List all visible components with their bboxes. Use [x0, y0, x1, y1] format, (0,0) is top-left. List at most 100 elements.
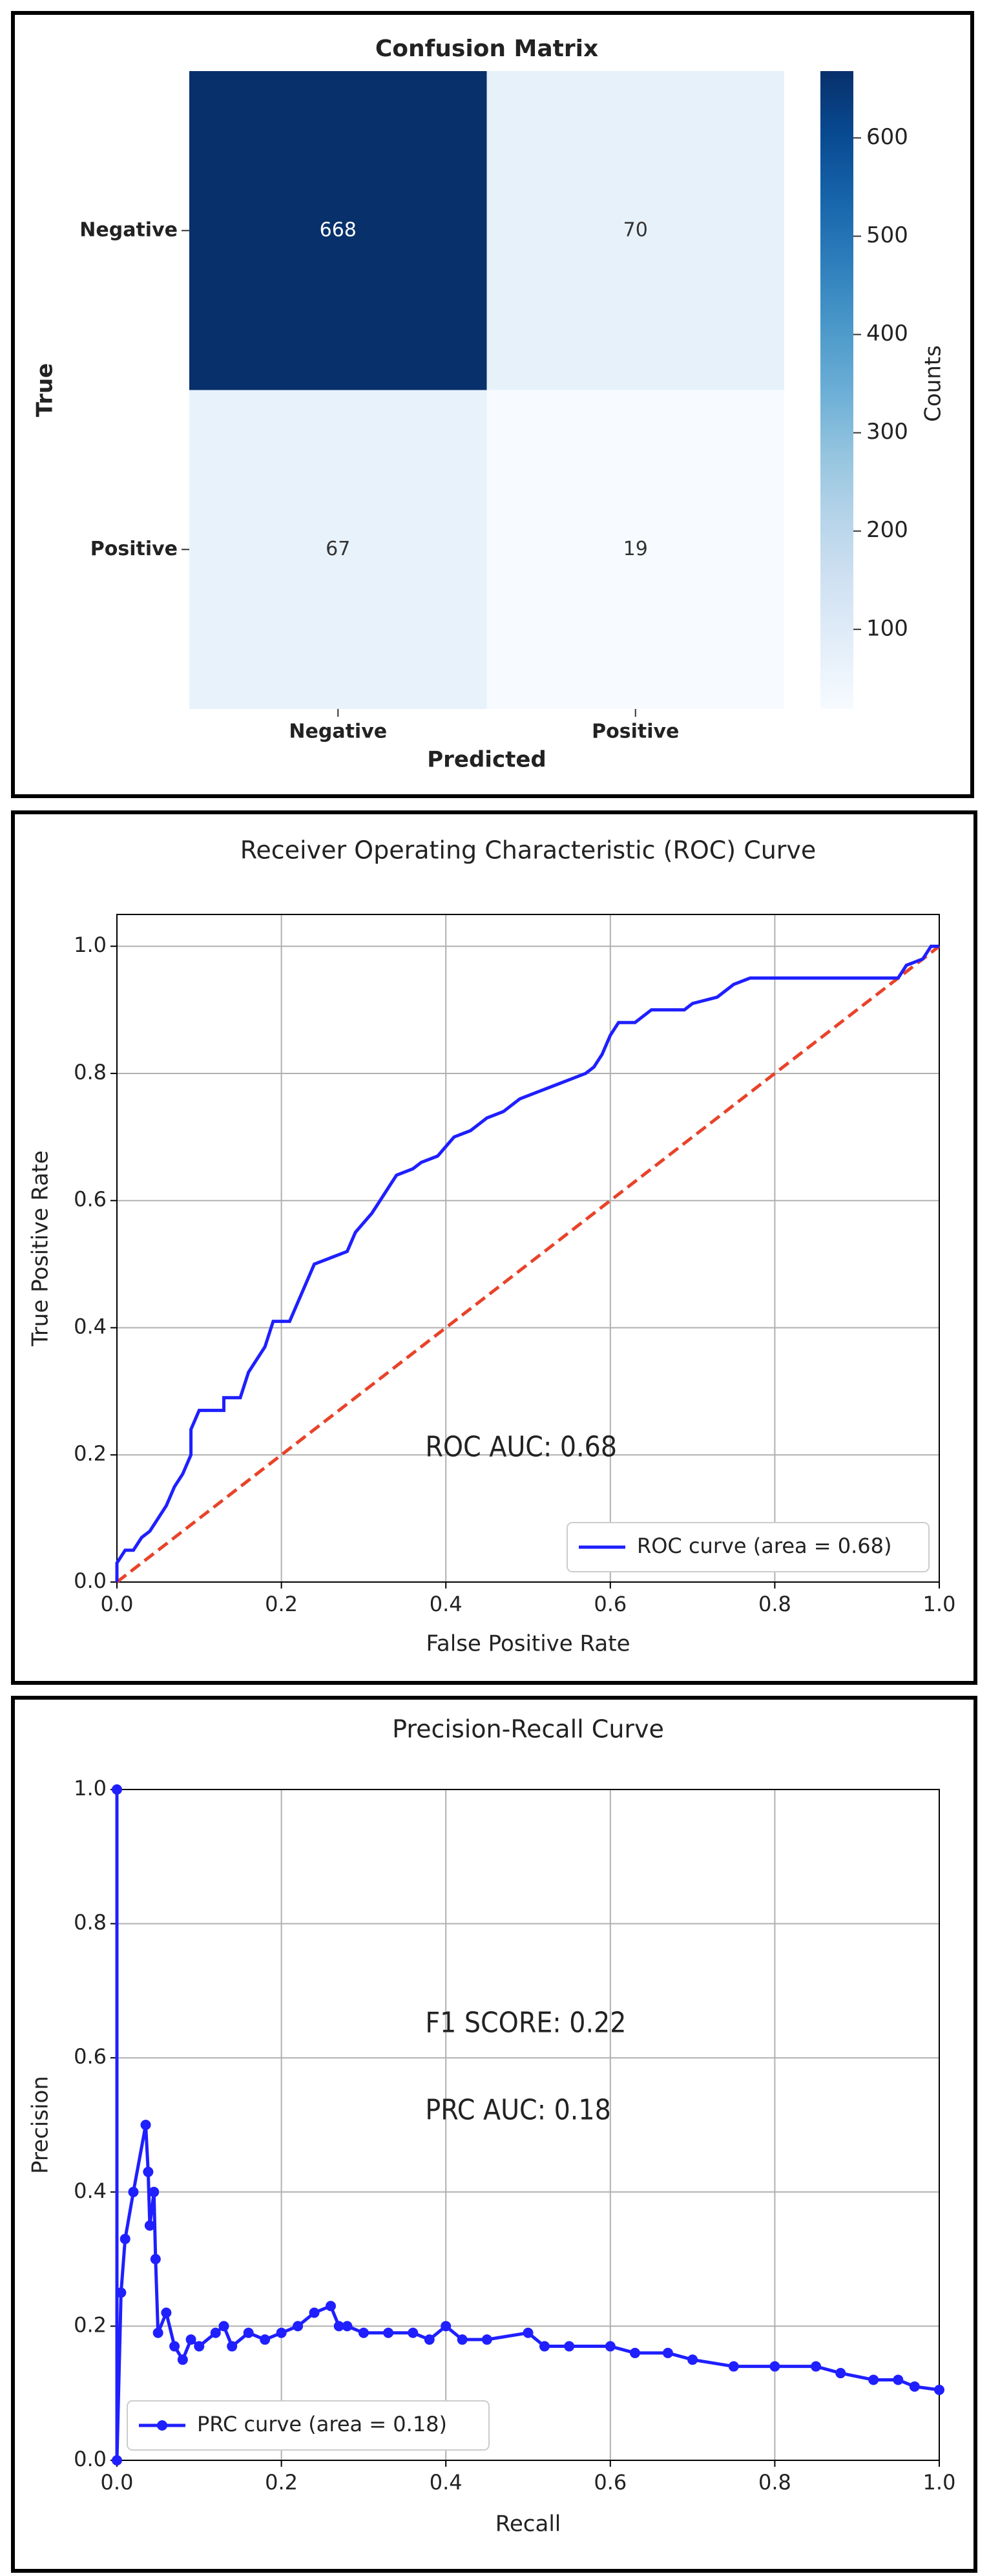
panel-frame [11, 11, 974, 798]
x-tick-label: 0.2 [265, 1592, 298, 1616]
x-tick-label: 0.4 [430, 2470, 463, 2495]
x-tick-label: 0.6 [594, 1592, 627, 1616]
chart-title: Precision-Recall Curve [392, 1715, 664, 1744]
data-point [309, 2307, 320, 2318]
x-tick-label: Positive [592, 721, 679, 743]
data-point [227, 2341, 238, 2352]
x-tick-label: 0.8 [758, 2470, 791, 2495]
data-point [687, 2354, 698, 2365]
data-point [177, 2354, 188, 2365]
legend-label: ROC curve (area = 0.68) [637, 1534, 892, 1558]
cell-label: 70 [623, 218, 648, 241]
x-axis-label: False Positive Rate [426, 1631, 630, 1657]
y-tick-label: 0.8 [74, 1060, 107, 1084]
colorbar-tick-label: 500 [866, 222, 908, 248]
y-tick-label: 0.0 [74, 1568, 107, 1593]
legend-box [567, 1522, 930, 1572]
x-axis-label: Predicted [427, 747, 547, 773]
data-point [150, 2254, 161, 2265]
legend-marker [157, 2420, 167, 2431]
data-point [539, 2341, 550, 2352]
panel-frame [11, 810, 977, 1685]
data-point [909, 2381, 920, 2392]
y-tick-label: Negative [79, 218, 178, 241]
colorbar-tick-label: 300 [866, 419, 908, 445]
x-tick-label: 0.8 [758, 1592, 791, 1616]
x-tick-label: Negative [289, 721, 387, 743]
panel-frame [11, 1696, 977, 2573]
colorbar-label: Counts [921, 345, 946, 422]
y-tick-label: 0.2 [74, 2312, 107, 2337]
data-point [358, 2327, 369, 2338]
data-point [325, 2301, 336, 2312]
data-point [342, 2321, 353, 2332]
x-tick-label: 0.0 [101, 1592, 134, 1616]
data-point [835, 2368, 846, 2379]
data-point [408, 2327, 419, 2338]
data-point [293, 2321, 304, 2332]
y-axis-label: Precision [28, 2076, 54, 2174]
data-point [116, 2287, 127, 2298]
data-point [112, 2455, 122, 2465]
data-point [728, 2361, 739, 2372]
data-point [120, 2233, 130, 2244]
data-point [481, 2334, 492, 2345]
data-point [276, 2327, 287, 2338]
heatmap-cell [189, 71, 487, 390]
colorbar-tick-label: 200 [866, 517, 908, 543]
legend-box [127, 2400, 490, 2451]
heatmap-cell [189, 390, 487, 709]
data-point [629, 2347, 640, 2358]
annotation: PRC AUC: 0.18 [425, 2093, 610, 2126]
data-point [243, 2327, 254, 2338]
y-tick-label: 0.6 [74, 1187, 107, 1212]
data-point [128, 2186, 139, 2197]
data-point [210, 2327, 221, 2338]
data-point [112, 1784, 122, 1795]
data-point [811, 2361, 822, 2372]
x-axis-label: Recall [495, 2511, 561, 2537]
data-point [424, 2334, 435, 2345]
y-tick-label: 0.8 [74, 1910, 107, 1935]
data-point [523, 2327, 534, 2338]
annotation: F1 SCORE: 0.22 [425, 2005, 626, 2039]
x-tick-label: 0.4 [430, 1592, 463, 1616]
legend-label: PRC curve (area = 0.18) [197, 2412, 447, 2436]
colorbar-tick-label: 600 [866, 124, 908, 150]
data-point [934, 2385, 944, 2396]
reference-line [116, 945, 941, 1583]
data-point [260, 2334, 271, 2345]
annotation: ROC AUC: 0.68 [425, 1430, 617, 1463]
data-point [149, 2186, 160, 2197]
x-tick-label: 0.6 [594, 2470, 627, 2495]
chart-title: Confusion Matrix [375, 36, 598, 62]
data-point [868, 2374, 879, 2385]
data-point [457, 2334, 468, 2345]
data-point [605, 2341, 616, 2352]
data-point [152, 2327, 163, 2338]
data-point [441, 2321, 452, 2332]
data-point [769, 2361, 780, 2372]
y-tick-label: 0.0 [74, 2447, 107, 2471]
cell-label: 668 [320, 218, 357, 241]
data-point [140, 2120, 151, 2130]
plot-frame [116, 914, 940, 1583]
y-axis-label: True [32, 363, 58, 417]
data-point [143, 2166, 154, 2177]
data-point [194, 2341, 205, 2352]
chart-title: Receiver Operating Characteristic (ROC) … [240, 836, 817, 865]
data-point [218, 2321, 229, 2332]
data-point [662, 2347, 673, 2358]
y-tick-label: 0.6 [74, 2044, 107, 2069]
data-point [185, 2334, 196, 2345]
data-point [333, 2321, 344, 2332]
data-point [893, 2374, 904, 2385]
x-tick-label: 1.0 [923, 1592, 956, 1616]
y-axis-label: True Positive Rate [28, 1150, 54, 1347]
colorbar-tick-label: 100 [866, 615, 908, 641]
y-tick-label: 1.0 [74, 933, 107, 957]
data-point [383, 2327, 394, 2338]
data-point [144, 2220, 155, 2231]
x-tick-label: 1.0 [923, 2470, 956, 2495]
